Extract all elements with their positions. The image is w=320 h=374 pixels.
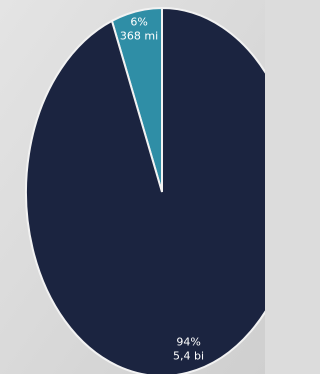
chart: 6%368 mi 94%5,4 bi — [0, 0, 265, 374]
slice-amount-label: 5,4 bi — [173, 349, 204, 362]
slice-amount-label: 368 mi — [120, 29, 158, 42]
slice-percent-label: 6% — [130, 15, 147, 28]
slice-percent-label: 94% — [176, 335, 200, 348]
